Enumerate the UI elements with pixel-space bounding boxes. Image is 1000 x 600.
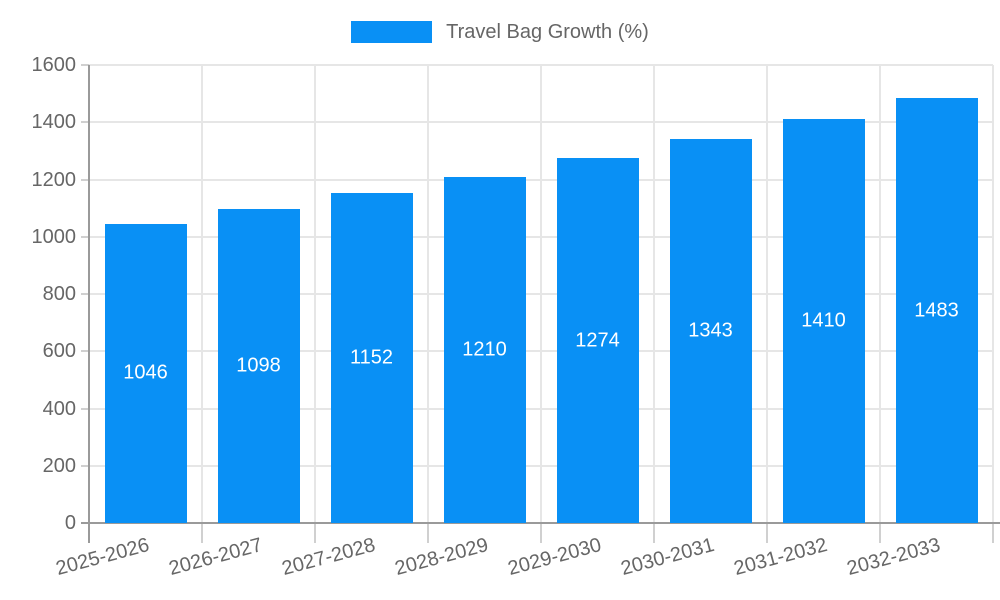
x-tick xyxy=(653,523,655,543)
y-tick-label: 600 xyxy=(42,340,76,363)
gridline-v xyxy=(879,65,881,523)
y-tick xyxy=(81,464,89,467)
gridline-v xyxy=(427,65,429,523)
gridline-v xyxy=(540,65,542,523)
legend-swatch xyxy=(351,21,433,43)
bar-value-label: 1098 xyxy=(236,354,281,377)
y-tick xyxy=(81,407,89,410)
bar-value-label: 1483 xyxy=(914,299,959,322)
x-tick xyxy=(879,523,881,543)
y-tick xyxy=(81,64,89,66)
bar-value-label: 1343 xyxy=(688,319,733,342)
y-tick xyxy=(81,293,89,295)
y-tick-label: 1000 xyxy=(31,225,77,248)
chart-legend[interactable]: Travel Bag Growth (%) xyxy=(0,20,1000,44)
y-tick-label: 800 xyxy=(42,283,76,305)
y-tick-label: 400 xyxy=(42,397,76,420)
y-tick xyxy=(81,121,89,124)
bar-value-label: 1046 xyxy=(123,361,168,384)
gridline-v xyxy=(766,65,768,523)
x-tick xyxy=(314,523,316,543)
bar-2032-2033[interactable] xyxy=(895,98,978,523)
x-tick xyxy=(427,523,429,543)
bar-2027-2028[interactable] xyxy=(330,193,413,523)
bar-value-label: 1410 xyxy=(801,309,846,332)
gridline-v xyxy=(653,65,655,523)
x-axis-line xyxy=(81,522,1000,524)
bar-value-label: 1210 xyxy=(462,338,507,361)
x-tick xyxy=(766,523,768,543)
bar-2030-2031[interactable] xyxy=(669,138,752,523)
legend-label: Travel Bag Growth (%) xyxy=(446,21,649,43)
gridline-v xyxy=(992,65,994,523)
y-tick xyxy=(81,235,89,238)
y-tick-label: 0 xyxy=(64,512,76,534)
y-tick xyxy=(81,178,89,181)
gridline-v xyxy=(314,65,316,523)
y-tick-label: 1400 xyxy=(31,111,77,134)
bar-2028-2029[interactable] xyxy=(443,176,526,523)
x-tick xyxy=(201,523,203,543)
bar-2025-2026[interactable] xyxy=(104,223,187,523)
y-axis-line xyxy=(88,65,90,543)
x-tick xyxy=(540,523,542,543)
y-tick-label: 1600 xyxy=(31,54,77,76)
bar-2026-2027[interactable] xyxy=(217,208,300,523)
y-tick-label: 1200 xyxy=(31,168,77,191)
gridline-v xyxy=(201,65,203,523)
x-tick xyxy=(992,523,994,543)
bar-2031-2032[interactable] xyxy=(782,119,865,523)
bar-value-label: 1274 xyxy=(575,329,620,352)
bar-value-label: 1152 xyxy=(349,346,394,369)
y-tick xyxy=(81,350,89,353)
y-tick-label: 200 xyxy=(42,454,76,477)
bar-2029-2030[interactable] xyxy=(556,158,639,523)
